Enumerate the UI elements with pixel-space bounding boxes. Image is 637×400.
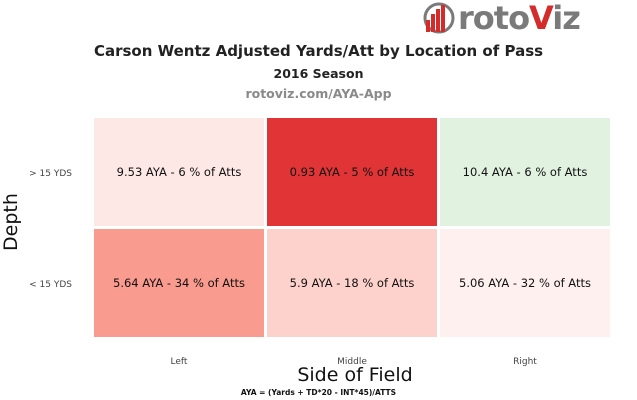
x-tick-label: Right — [513, 357, 537, 367]
heatmap-cell-label: 0.93 AYA - 5 % of Atts — [290, 165, 415, 179]
rotoviz-logo-icon — [423, 2, 455, 34]
x-tick-label: Left — [171, 357, 188, 367]
chart-subtitle: 2016 Season — [273, 66, 364, 81]
y-tick-label: < 15 YDS — [29, 280, 72, 290]
heatmap-cell-label: 5.06 AYA - 32 % of Atts — [459, 276, 591, 290]
x-tick-label: Middle — [337, 357, 367, 367]
heatmap-cell-label: 9.53 AYA - 6 % of Atts — [117, 165, 242, 179]
heatmap-cell-label: 5.9 AYA - 18 % of Atts — [290, 276, 415, 290]
chart-source: rotoviz.com/AYA-App — [245, 86, 392, 101]
heatmap-cell-left-deep — [94, 118, 264, 226]
heatmap-cell-label: 5.64 AYA - 34 % of Atts — [113, 276, 245, 290]
chart-title: Carson Wentz Adjusted Yards/Att by Locat… — [93, 42, 544, 60]
rotoviz-logo-text: rotoViz — [458, 0, 581, 37]
heatmap-cell-right-deep — [440, 118, 610, 226]
y-axis-label: Depth — [0, 193, 22, 251]
heatmap-cell-middle-deep — [267, 118, 437, 226]
heatmap-cell-left-short — [94, 229, 264, 337]
x-axis-label: Side of Field — [297, 364, 413, 386]
heatmap-cell-label: 10.4 AYA - 6 % of Atts — [463, 165, 588, 179]
heatmap-cell-middle-short — [267, 229, 437, 337]
y-tick-label: > 15 YDS — [29, 169, 72, 179]
aya-formula-footnote: AYA = (Yards + TD*20 - INT*45)/ATTS — [240, 388, 397, 397]
heatmap-cell-right-short — [440, 229, 610, 337]
